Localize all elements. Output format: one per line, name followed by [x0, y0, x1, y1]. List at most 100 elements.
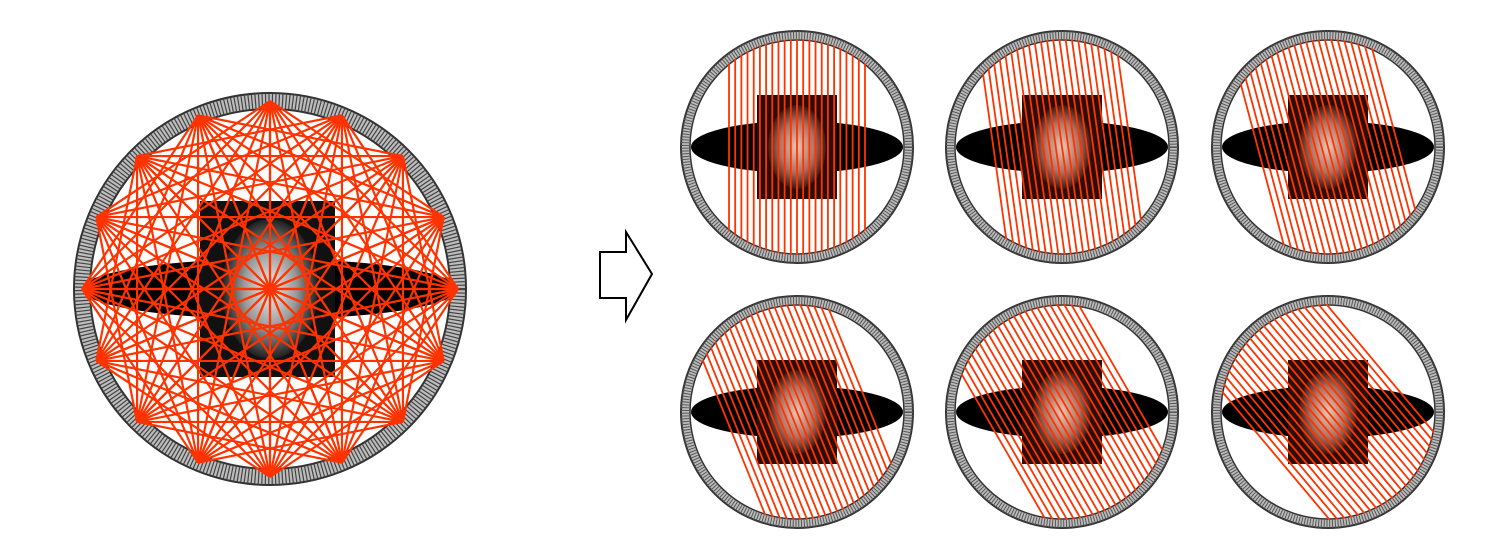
parallel-ray: [1275, 304, 1436, 489]
fan-ray: [401, 216, 445, 423]
parallel-ray: [1220, 324, 1396, 520]
fan-ray: [81, 114, 199, 290]
parallel-ray: [1017, 39, 1058, 255]
parallel-ray: [1332, 39, 1407, 255]
parallel-ray: [789, 304, 897, 520]
parallel-ray: [1237, 304, 1419, 520]
fan-ray: [81, 288, 199, 464]
fan-ray: [340, 115, 405, 423]
fan-ray: [197, 420, 404, 464]
fan-ray: [196, 115, 272, 478]
parallel-ray: [778, 304, 885, 520]
fan-ray: [95, 155, 404, 362]
parallel-projections: [680, 30, 1445, 529]
parallel-ray: [969, 304, 1112, 520]
parallel-ray: [1023, 304, 1165, 516]
parallel-ray: [1220, 331, 1386, 520]
parallel-ray: [726, 304, 834, 520]
parallel-ray: [1084, 39, 1126, 255]
parallel-ray: [954, 311, 1096, 520]
parallel-ray: [996, 304, 1139, 520]
fan-ray: [196, 100, 272, 463]
detector-ring-teeth: [946, 296, 1178, 528]
fan-ray: [95, 100, 271, 218]
parallel-ray: [737, 304, 845, 520]
parallel-rays: [954, 304, 1170, 520]
parallel-ray: [1017, 304, 1160, 519]
fan-ray: [136, 155, 343, 464]
parallel-ray: [1227, 312, 1410, 520]
parallel-ray: [1314, 39, 1389, 255]
fan-beam-geometry: [73, 92, 467, 486]
parallel-ray: [1296, 39, 1372, 255]
parallel-ray: [755, 304, 862, 520]
parallel-ray: [980, 304, 1123, 520]
fan-ray: [95, 216, 404, 423]
parallel-ray: [1028, 304, 1170, 513]
parallel-ray: [1243, 39, 1318, 255]
detector-ring-teeth: [1212, 296, 1444, 528]
fan-ray: [96, 287, 459, 363]
parallel-ray: [1035, 39, 1077, 255]
transform-arrow-icon: [599, 228, 654, 324]
parallel-projection-3: [1211, 30, 1445, 264]
parallel-ray: [1261, 39, 1336, 255]
parallel-projection-6: [1211, 295, 1445, 529]
fan-ray: [269, 360, 445, 478]
fan-ray: [268, 155, 404, 478]
parallel-ray: [1047, 39, 1089, 255]
parallel-ray: [985, 304, 1128, 520]
fan-ray: [136, 420, 343, 464]
detector-ring-teeth: [1212, 31, 1444, 263]
parallel-ray: [1012, 304, 1155, 520]
parallel-ray: [1272, 39, 1348, 255]
fan-ray: [401, 155, 445, 362]
parallel-ray: [1220, 328, 1391, 520]
fan-ray: [95, 155, 139, 362]
fan-ray: [269, 100, 445, 218]
fan-ray: [268, 115, 344, 478]
parallel-ray: [1066, 39, 1107, 255]
parallel-ray: [1249, 39, 1324, 255]
parallel-ray: [1260, 304, 1436, 500]
parallel-ray: [720, 304, 828, 520]
parallel-ray: [1246, 304, 1429, 512]
parallel-ray: [1001, 304, 1144, 520]
parallel-ray: [766, 304, 874, 520]
parallel-ray: [760, 304, 868, 520]
fan-ray: [136, 216, 445, 423]
parallel-ray: [1232, 308, 1414, 520]
parallel-ray: [1220, 347, 1367, 520]
parallel-ray: [1256, 304, 1436, 504]
parallel-ray: [743, 304, 851, 520]
parallel-ray: [1302, 39, 1378, 255]
parallel-ray: [1255, 39, 1330, 255]
parallel-ray: [1034, 304, 1170, 509]
fan-ray: [96, 215, 459, 291]
parallel-ray: [772, 304, 879, 520]
fan-ray: [340, 216, 445, 464]
fan-ray: [81, 215, 444, 291]
fan-ray: [81, 287, 444, 363]
parallel-ray: [991, 304, 1133, 520]
parallel-projection-4: [680, 295, 914, 529]
fan-ray: [95, 216, 445, 362]
detector-ring-teeth: [946, 31, 1178, 263]
parallel-ray: [998, 39, 1040, 255]
parallel-ray: [1284, 39, 1360, 255]
parallel-ray: [1078, 39, 1120, 255]
parallel-ray: [1053, 39, 1095, 255]
parallel-ray: [1251, 304, 1433, 508]
parallel-projection-2: [945, 30, 1179, 264]
parallel-ray: [1220, 335, 1381, 520]
parallel-ray: [1265, 304, 1436, 496]
fan-rays: [81, 100, 459, 478]
parallel-ray: [1090, 39, 1132, 255]
parallel-ray: [715, 304, 822, 520]
parallel-ray: [1223, 316, 1405, 520]
parallel-ray: [1326, 39, 1401, 255]
parallel-ray: [1278, 39, 1354, 255]
fan-ray: [197, 216, 445, 464]
parallel-ray: [1267, 39, 1342, 255]
